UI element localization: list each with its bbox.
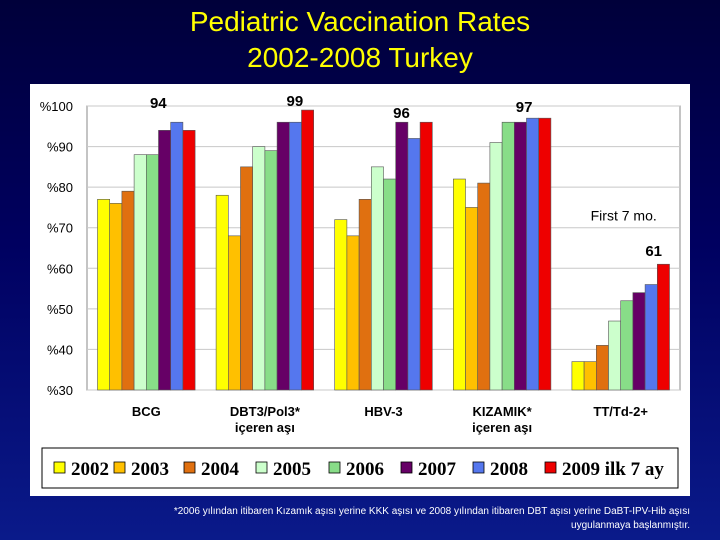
bar: [301, 109, 314, 391]
legend-swatch: [113, 461, 126, 474]
x-category-label: DBT3/Pol3* içeren aşı: [230, 404, 301, 435]
legend-label: 2003: [131, 459, 169, 480]
bar: [477, 182, 491, 391]
bar: [240, 166, 253, 391]
bar: [644, 284, 658, 391]
bar: [276, 121, 290, 391]
annotation-label: First 7 mo.: [591, 208, 657, 224]
bar: [252, 146, 266, 391]
footnote: *2006 yılından itibaren Kızamık aşısı ye…: [40, 505, 690, 533]
x-category-label: BCG: [132, 404, 161, 419]
bar: [608, 320, 621, 391]
bar: [97, 199, 110, 391]
bar: [632, 292, 646, 391]
bar: [620, 300, 634, 391]
bar: [583, 361, 597, 391]
data-value-label: 94: [150, 95, 167, 112]
bar: [419, 121, 433, 391]
bar: [170, 121, 184, 391]
x-category-label: HBV-3: [364, 404, 402, 419]
legend-label: 2002: [71, 459, 109, 480]
x-category-label: KIZAMIK* içeren aşı: [472, 404, 533, 435]
bar: [146, 154, 159, 391]
legend-swatch: [255, 461, 268, 474]
bar: [182, 130, 196, 391]
bar: [264, 150, 278, 391]
bar: [595, 345, 609, 391]
data-value-label: 97: [516, 99, 533, 116]
data-value-label: 96: [393, 105, 410, 122]
bar: [288, 121, 302, 391]
bar: [452, 178, 466, 391]
bar: [158, 130, 171, 391]
legend-label: 2006: [346, 459, 384, 480]
data-value-label: 61: [645, 243, 662, 260]
y-tick-label: %30: [47, 383, 73, 398]
y-tick-label: %90: [47, 140, 73, 155]
y-tick-label: %70: [47, 221, 73, 236]
bar: [334, 219, 348, 391]
bar: [501, 121, 515, 391]
bar: [395, 121, 409, 391]
legend-label: 2004: [201, 459, 240, 480]
y-tick-label: %100: [40, 99, 73, 114]
data-value-label: 99: [287, 93, 304, 110]
bar: [656, 263, 670, 391]
title-line-2: 2002-2008 Turkey: [247, 42, 473, 73]
bar: [489, 142, 503, 391]
bar: [121, 190, 135, 391]
chart-panel: %30 %40 %50 %60 %70 %80 %90 %100 BCG DBT3/Pol3* iç…: [30, 84, 690, 496]
y-tick-label: %80: [47, 180, 73, 195]
bar: [538, 117, 552, 391]
legend-swatch: [472, 461, 485, 474]
y-tick-label: %50: [47, 302, 73, 317]
vaccination-bar-chart: %30 %40 %50 %60 %70 %80 %90 %100 BCG DBT3/Pol3* iç…: [40, 93, 681, 489]
legend-swatch: [183, 461, 196, 474]
legend-label: 2008: [490, 459, 528, 480]
bar: [215, 194, 229, 391]
bar: [133, 154, 147, 391]
y-tick-label: %60: [47, 261, 73, 276]
bar: [358, 199, 372, 391]
bar: [407, 138, 421, 391]
bar: [571, 361, 585, 391]
bar: [109, 203, 123, 391]
legend-label: 2007: [418, 459, 457, 480]
legend-label: 2005: [273, 459, 311, 480]
footnote-line-1: *2006 yılından itibaren Kızamık aşısı ye…: [173, 506, 690, 517]
slide-title: Pediatric Vaccination Rates 2002-2008 Tu…: [0, 4, 720, 76]
title-line-1: Pediatric Vaccination Rates: [189, 6, 531, 37]
legend-swatch: [53, 461, 66, 474]
legend-swatch: [328, 461, 341, 474]
bar: [465, 207, 478, 391]
bar: [370, 166, 384, 391]
bar: [346, 235, 360, 391]
legend-label: 2009 ilk 7 ay: [562, 459, 664, 480]
bar: [228, 235, 241, 391]
footnote-line-2: uygulanmaya başlanmıştır.: [571, 520, 690, 531]
bar: [383, 178, 396, 391]
bar: [526, 117, 539, 391]
bar: [513, 121, 527, 391]
y-tick-label: %40: [47, 342, 73, 357]
legend-swatch: [544, 461, 557, 474]
x-category-label: TT/Td-2+: [593, 404, 648, 419]
legend-swatch: [400, 461, 413, 474]
legend-box: [41, 447, 679, 489]
